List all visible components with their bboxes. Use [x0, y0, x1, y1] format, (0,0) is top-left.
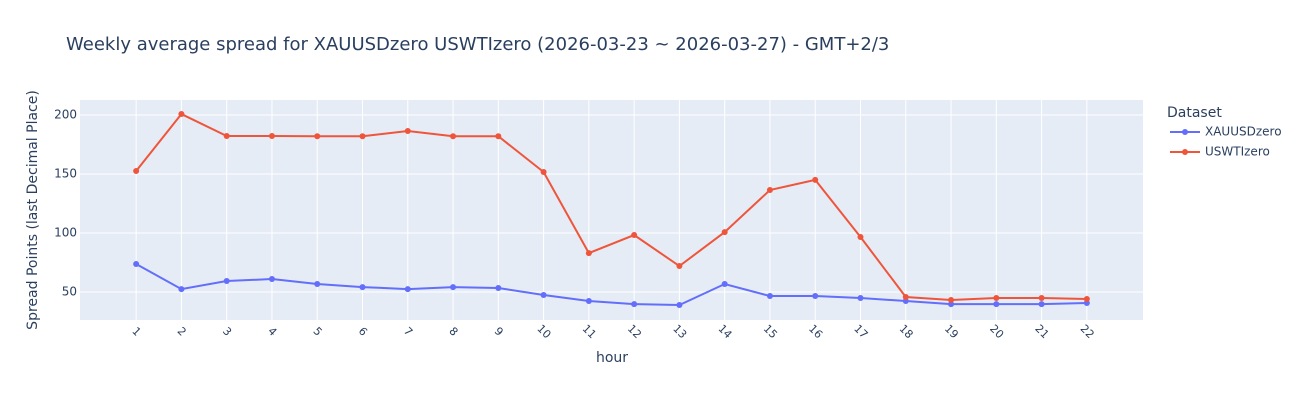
data-point: [766, 293, 773, 300]
data-point: [404, 286, 411, 293]
data-point: [676, 302, 683, 309]
data-point: [902, 293, 909, 300]
legend-label: USWTIzero: [1205, 145, 1270, 159]
data-point: [857, 295, 864, 302]
data-point: [450, 284, 457, 291]
data-point: [178, 286, 185, 293]
data-point: [223, 132, 230, 139]
series-line: [135, 263, 1087, 307]
data-point: [993, 301, 1000, 308]
y-tick-label: 200: [54, 107, 77, 121]
x-axis-title: hour: [596, 350, 628, 366]
y-axis-title: Spread Points (last Decimal Place): [25, 90, 41, 330]
series-line: [135, 112, 1087, 302]
y-tick-label: 150: [54, 167, 77, 181]
data-point: [540, 291, 547, 298]
data-point: [495, 285, 502, 292]
data-point: [585, 250, 592, 257]
data-point: [1083, 295, 1090, 302]
data-point: [359, 284, 366, 291]
data-point: [721, 281, 728, 288]
chart-title: Weekly average spread for XAUUSDzero USW…: [66, 34, 889, 55]
plot-area: [80, 100, 1143, 320]
data-point: [223, 278, 230, 285]
data-point: [495, 133, 502, 140]
data-point: [993, 295, 1000, 302]
data-point: [1038, 301, 1045, 308]
data-point: [268, 276, 275, 283]
data-point: [450, 133, 457, 140]
data-point: [133, 261, 140, 268]
y-tick-label: 50: [62, 285, 77, 299]
data-point: [766, 187, 773, 194]
data-point: [178, 111, 185, 118]
data-point: [540, 168, 547, 175]
data-point: [585, 297, 592, 304]
data-point: [676, 263, 683, 270]
data-point: [812, 293, 819, 300]
data-point: [268, 132, 275, 139]
legend-marker: [1182, 129, 1188, 135]
data-point: [133, 168, 140, 175]
data-point: [857, 234, 864, 241]
data-point: [359, 133, 366, 140]
data-point: [721, 229, 728, 236]
data-point: [631, 301, 638, 308]
legend-label: XAUUSDzero: [1205, 125, 1282, 139]
y-tick-label: 100: [54, 226, 77, 240]
marks: [133, 111, 1090, 309]
legend-title: Dataset: [1167, 105, 1222, 121]
data-point: [1038, 295, 1045, 302]
data-point: [314, 133, 321, 140]
data-point: [631, 232, 638, 239]
data-point: [404, 128, 411, 135]
data-point: [812, 176, 819, 183]
legend-marker: [1182, 149, 1188, 155]
data-point: [948, 297, 955, 304]
data-point: [314, 281, 321, 288]
